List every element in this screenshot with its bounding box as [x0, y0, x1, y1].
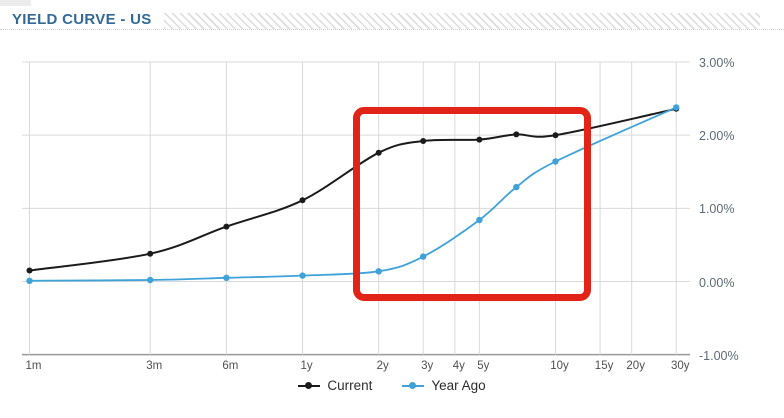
line-marker-icon — [298, 382, 321, 389]
y-axis-tick-label: 3.00% — [699, 55, 735, 70]
x-axis-tick-label: 5y — [477, 360, 490, 372]
x-axis-tick-label: 6m — [222, 360, 239, 372]
corner-tab-decoration — [0, 0, 31, 6]
legend-item-label: Current — [327, 378, 373, 393]
x-axis-tick-label: 30y — [670, 360, 690, 372]
x-axis-tick-label: 4y — [452, 360, 465, 372]
x-axis-tick-label: 20y — [626, 360, 645, 372]
legend-item-label: Year Ago — [431, 378, 486, 393]
x-axis-tick-label: 15y — [594, 360, 614, 372]
chart-legend: Current Year Ago — [0, 378, 784, 393]
x-axis-tick-label: 3m — [146, 360, 163, 372]
header-divider — [0, 29, 784, 30]
line-marker-icon — [402, 382, 425, 389]
x-axis-tick-label: 10y — [550, 360, 569, 372]
x-axis-tick-label: 1m — [25, 360, 42, 372]
y-axis-tick-label: 2.00% — [699, 129, 735, 144]
x-axis-tick-label: 2y — [376, 360, 389, 372]
y-axis-tick-label: 1.00% — [699, 202, 735, 217]
legend-item-current[interactable]: Current — [298, 378, 372, 393]
highlight-annotation-rectangle — [353, 107, 591, 301]
y-axis-tick-label: 0.00% — [699, 275, 735, 290]
header-hatch-decoration — [164, 13, 760, 29]
x-axis-tick-label: 3y — [421, 360, 434, 372]
y-axis-tick-label: -1.00% — [699, 348, 739, 363]
legend-item-year-ago[interactable]: Year Ago — [402, 378, 486, 393]
x-axis-tick-label: 1y — [300, 360, 313, 372]
page-title: YIELD CURVE - US — [12, 11, 152, 28]
